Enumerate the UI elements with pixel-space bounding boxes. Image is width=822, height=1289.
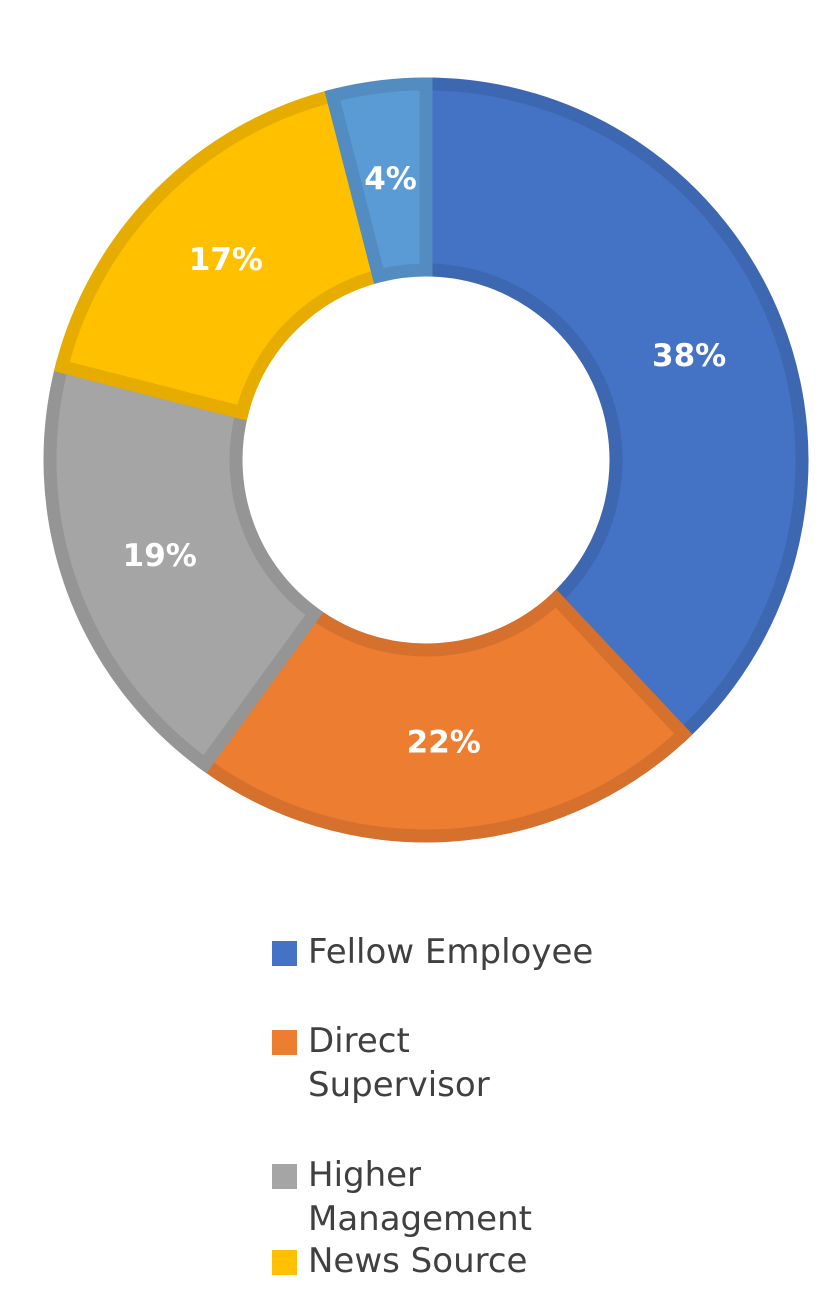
legend-label: Direct Supervisor <box>308 1021 490 1105</box>
legend-label: Higher Management <box>308 1155 532 1239</box>
legend-swatch <box>272 1164 297 1189</box>
legend-item-higher-management: Higher Management <box>272 1153 602 1241</box>
legend-item-news-source: News Source <box>272 1239 602 1283</box>
slice-fellow-employee <box>419 77 809 744</box>
data-label-news-source: 17% <box>189 242 263 278</box>
slice-higher-management <box>43 358 324 774</box>
slice-news-source <box>53 87 387 421</box>
legend-swatch <box>272 1030 297 1055</box>
legend-swatch <box>272 1250 297 1275</box>
legend-swatch <box>272 941 297 966</box>
data-label-other: 4% <box>364 161 417 197</box>
data-label-direct-supervisor: 22% <box>407 724 481 760</box>
legend-label: Fellow Employee <box>308 932 594 972</box>
donut-slices <box>43 77 809 843</box>
legend-item-direct-supervisor: Direct Supervisor <box>272 1019 602 1107</box>
data-label-fellow-employee: 38% <box>652 338 726 374</box>
legend-label: News Source <box>308 1241 528 1281</box>
slice-direct-supervisor <box>195 589 693 843</box>
data-labels: 38% 22% 19% 17% 4% <box>123 161 727 760</box>
slice-other <box>324 77 433 284</box>
legend-item-fellow-employee: Fellow Employee <box>272 930 602 974</box>
data-label-higher-management: 19% <box>123 538 197 574</box>
legend: Fellow Employee Direct Supervisor Higher… <box>272 930 602 1283</box>
